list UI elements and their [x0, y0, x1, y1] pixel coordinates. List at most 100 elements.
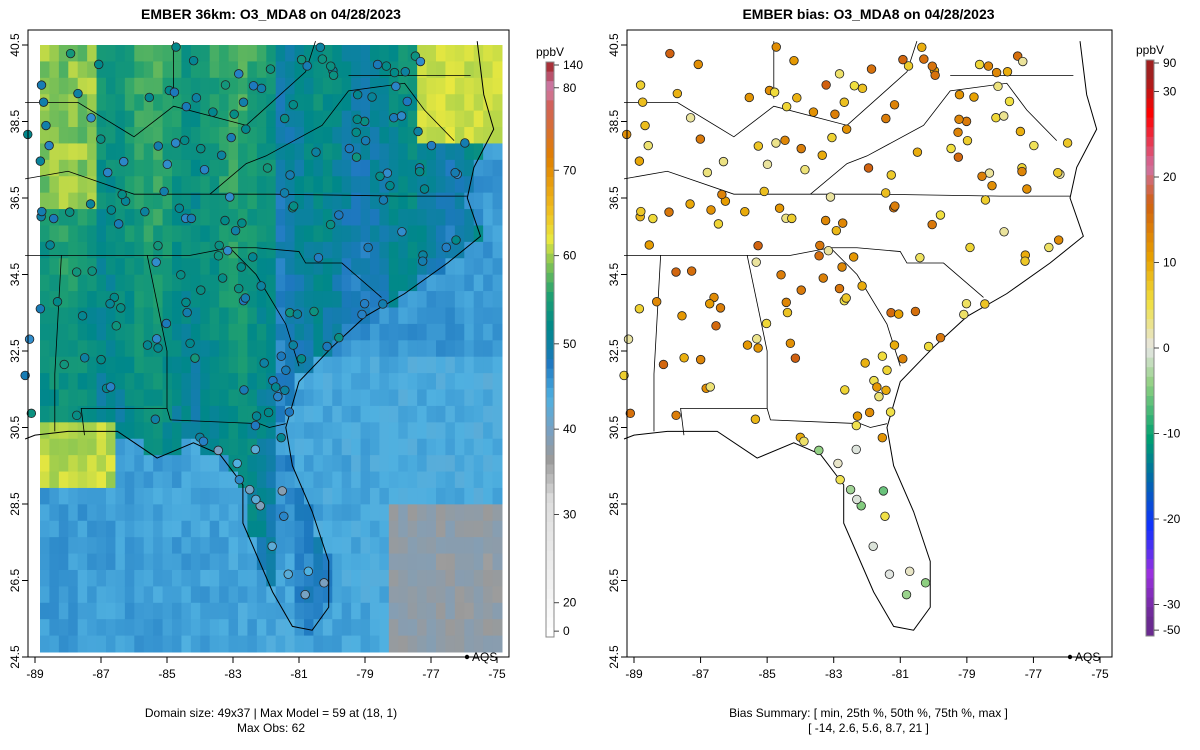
grid-cell — [172, 455, 182, 473]
grid-cell — [417, 619, 428, 637]
lat-tick-label: 26.5 — [8, 568, 22, 592]
grid-cell — [275, 61, 286, 79]
grid-cell — [294, 127, 305, 144]
grid-cell — [153, 176, 164, 194]
grid-cell — [181, 356, 192, 374]
grid-cell — [96, 586, 107, 604]
grid-cell — [124, 537, 135, 555]
grid-cell — [285, 553, 296, 571]
grid-cell — [398, 340, 409, 358]
aqs-site-marker — [625, 408, 636, 419]
grid-cell — [162, 405, 173, 423]
grid-cell — [106, 77, 116, 95]
grid-cell — [454, 61, 465, 79]
grid-cell — [294, 45, 305, 62]
grid-cell — [351, 520, 362, 538]
colorbar-cell — [546, 234, 554, 245]
grid-cell — [445, 192, 456, 210]
aqs-site-marker — [863, 163, 874, 173]
grid-cell — [360, 225, 371, 243]
grid-cell — [294, 356, 305, 374]
aqs-site-marker — [742, 340, 753, 350]
grid-cell — [426, 127, 437, 144]
grid-cell — [228, 504, 239, 522]
aqs-site-marker — [280, 385, 290, 395]
colorbar-tick-label: -50 — [1163, 623, 1181, 637]
aqs-site-marker — [196, 285, 206, 295]
aqs-site-marker — [991, 67, 1002, 78]
grid-cell — [341, 323, 352, 341]
aqs-site-marker — [693, 59, 703, 70]
grid-cell — [275, 274, 286, 292]
grid-cell — [285, 373, 296, 391]
lat-tick-label: 28.5 — [607, 492, 621, 516]
grid-cell — [294, 77, 305, 95]
aqs-site-marker — [744, 92, 754, 103]
aqs-site-marker — [296, 354, 307, 364]
grid-cell — [398, 77, 409, 95]
aqs-site-marker — [251, 494, 261, 505]
grid-cell — [219, 389, 230, 407]
grid-cell — [115, 504, 126, 522]
grid-cell — [143, 455, 154, 473]
grid-cell — [464, 602, 475, 620]
grid-cell — [313, 192, 324, 210]
grid-cell — [436, 569, 446, 587]
grid-cell — [322, 159, 333, 177]
grid-cell — [200, 569, 211, 587]
grid-cell — [407, 389, 418, 407]
grid-cell — [313, 586, 324, 604]
grid-cell — [209, 553, 220, 571]
grid-cell — [341, 504, 352, 522]
grid-cell — [77, 455, 88, 473]
grid-cell — [398, 504, 409, 522]
colorbar-tick-label: 140 — [563, 58, 583, 72]
grid-cell — [238, 241, 248, 259]
grid-cell — [483, 471, 494, 489]
grid-cell — [322, 619, 333, 637]
aqs-site-marker — [96, 134, 106, 144]
colorbar-cell — [1146, 559, 1154, 570]
grid-cell — [398, 635, 409, 653]
colorbar-cell — [1146, 338, 1154, 349]
grid-cell — [190, 553, 201, 571]
grid-cell — [351, 192, 362, 210]
grid-cell — [106, 553, 116, 571]
aqs-site-marker — [814, 251, 824, 261]
grid-cell — [162, 110, 173, 128]
grid-cell — [360, 537, 371, 555]
grid-cell — [124, 209, 135, 226]
grid-cell — [115, 553, 126, 571]
grid-cell — [388, 504, 399, 522]
grid-cell — [492, 537, 503, 555]
grid-cell — [58, 176, 69, 194]
grid-cell — [426, 405, 437, 423]
grid-cell — [304, 110, 314, 128]
grid-cell — [473, 504, 484, 522]
lon-tick-label: -77 — [422, 667, 440, 681]
grid-cell — [351, 61, 362, 79]
aqs-site-marker — [378, 195, 389, 205]
grid-cell — [445, 471, 456, 489]
grid-cell — [483, 356, 494, 374]
colorbar-cell — [546, 617, 554, 628]
grid-cell — [209, 77, 220, 95]
legend-label: AQS — [472, 650, 497, 664]
grid-cell — [219, 471, 230, 489]
grid-cell — [388, 340, 399, 358]
grid-cell — [417, 143, 428, 161]
grid-cell — [407, 405, 418, 423]
aqs-site-marker — [857, 83, 868, 94]
grid-cell — [153, 274, 164, 292]
grid-cell — [190, 143, 201, 161]
grid-cell — [266, 110, 277, 128]
grid-cell — [181, 110, 192, 128]
grid-cell — [115, 569, 126, 587]
grid-cell — [68, 274, 79, 292]
grid-cell — [379, 602, 390, 620]
grid-cell — [143, 323, 154, 341]
grid-cell — [200, 241, 211, 259]
grid-cell — [200, 340, 211, 358]
aqs-site-marker — [886, 307, 896, 318]
